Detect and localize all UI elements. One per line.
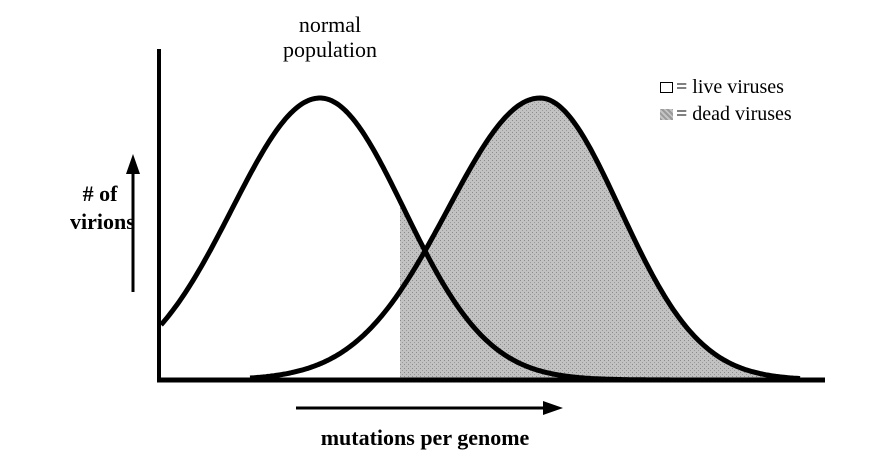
right-arrow-icon bbox=[296, 401, 563, 415]
y-axis-label-line2: virions bbox=[70, 209, 135, 234]
dead-normal-tail-region bbox=[400, 200, 780, 380]
y-axis-label: # of virions bbox=[70, 180, 135, 236]
mutant-population-curve bbox=[249, 95, 801, 382]
up-arrow-icon bbox=[126, 154, 140, 292]
legend-live-label: = live viruses bbox=[676, 76, 784, 98]
dead-swatch-icon bbox=[660, 109, 673, 120]
curve-label-line1: normal bbox=[298, 12, 362, 37]
curve-label-line2: population bbox=[282, 37, 378, 62]
normal-population-label: normal population bbox=[255, 12, 405, 62]
legend-dead-label: = dead viruses bbox=[676, 103, 792, 125]
x-axis-label: mutations per genome bbox=[320, 425, 530, 450]
live-swatch-icon bbox=[660, 82, 673, 93]
legend-item-dead: = dead viruses bbox=[660, 101, 792, 128]
legend-item-live: = live viruses bbox=[660, 74, 792, 101]
legend: = live viruses = dead viruses bbox=[660, 74, 792, 128]
dead-viruses-region bbox=[400, 98, 800, 380]
y-axis-label-line1: # of bbox=[82, 181, 118, 206]
